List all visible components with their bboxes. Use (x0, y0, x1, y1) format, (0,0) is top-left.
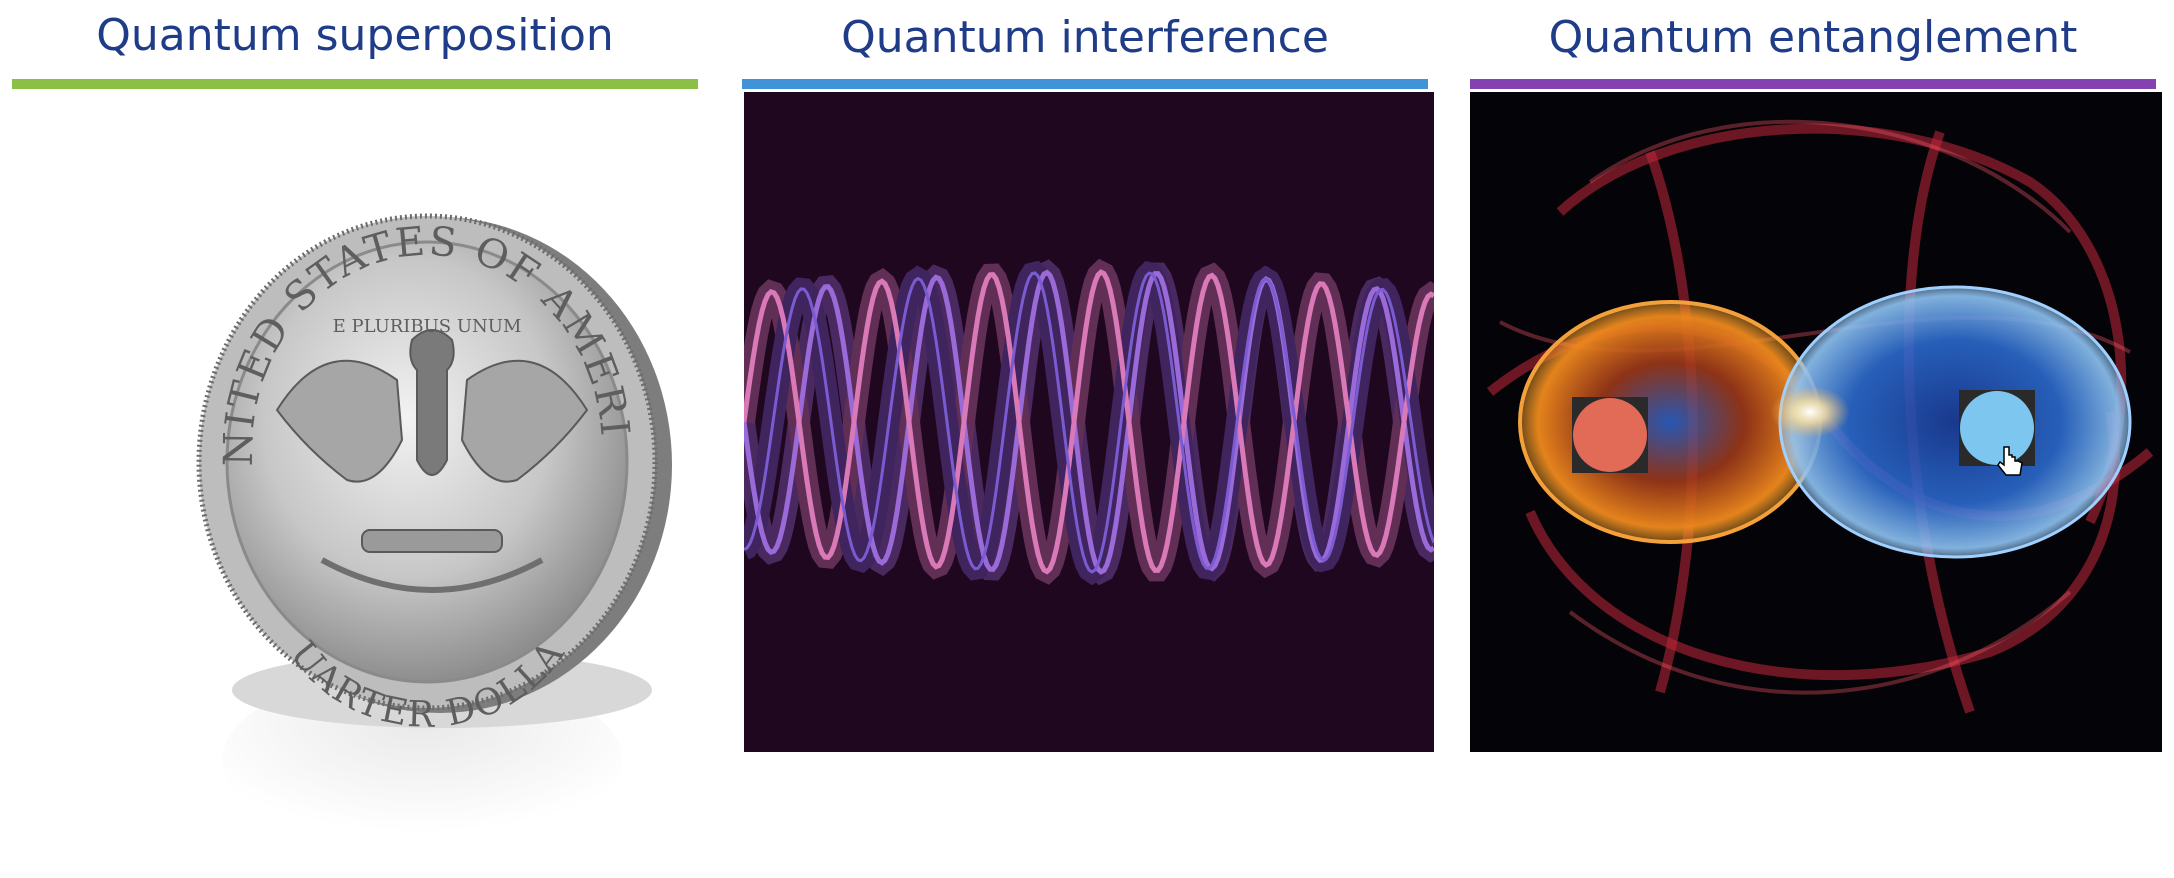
panel-interference: Quantum interference (742, 0, 1434, 878)
title-underline (742, 79, 1428, 89)
wave-line (744, 271, 1434, 574)
particle-a[interactable] (1573, 398, 1647, 472)
waves-image (744, 92, 1434, 752)
hand-cursor-icon (1997, 446, 2023, 476)
wave-line (744, 269, 1434, 575)
panel-title: Quantum interference (841, 12, 1329, 63)
panel-title: Quantum superposition (96, 10, 614, 61)
particle-b[interactable] (1960, 391, 2034, 465)
coin-motto: E PLURIBUS UNUM (333, 316, 522, 337)
title-underline (1470, 79, 2156, 89)
panel-title: Quantum entanglement (1548, 12, 2078, 63)
entanglement-image (1470, 92, 2162, 752)
wave-line (744, 269, 1434, 575)
coin-image: UNITED STATES OF AMERICA E PLURIBUS UNUM… (162, 200, 682, 860)
title-underline (12, 79, 698, 89)
panel-superposition: Quantum superposition (12, 0, 698, 878)
panel-entanglement: Quantum entanglement (1470, 0, 2162, 878)
